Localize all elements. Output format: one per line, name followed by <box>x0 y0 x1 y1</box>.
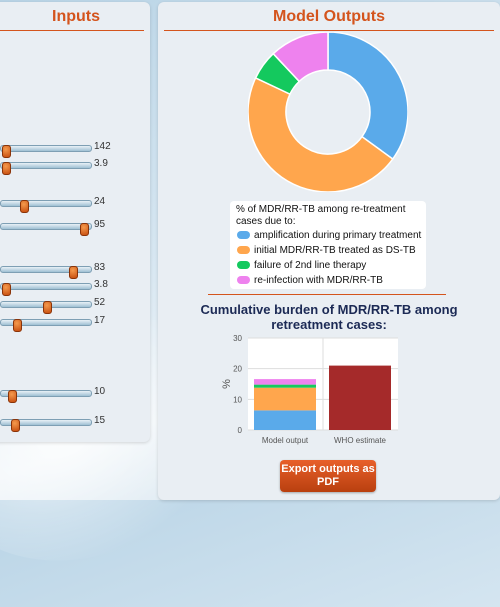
legend-swatch <box>237 261 250 269</box>
slider-handle[interactable] <box>2 162 12 175</box>
slider-handle[interactable] <box>7 390 17 403</box>
slider-track[interactable] <box>0 301 92 314</box>
y-axis-label: % <box>221 379 233 389</box>
slider-handle[interactable] <box>1 283 11 296</box>
y-tick-label: 10 <box>233 395 242 404</box>
y-tick-label: 20 <box>233 365 242 374</box>
slider-value: 52 <box>94 297 106 308</box>
legend-swatch <box>237 246 250 254</box>
slider-track[interactable] <box>0 145 92 158</box>
outputs-panel: Model Outputs % of MDR/RR-TB among re-tr… <box>158 2 500 500</box>
slider-row[interactable]: 3.8 <box>0 279 152 296</box>
slider-handle[interactable] <box>42 301 52 314</box>
legend-item: failure of 2nd line therapy <box>230 258 426 273</box>
outputs-title-rule <box>164 30 494 31</box>
x-tick-label: WHO estimate <box>334 436 387 445</box>
slider-row[interactable]: 10 <box>0 386 152 403</box>
inputs-title: Inputs <box>52 8 100 25</box>
slider-row[interactable]: 142 <box>0 141 152 158</box>
slider-handle[interactable] <box>13 319 23 332</box>
slider-row[interactable]: 3.9 <box>0 158 152 175</box>
slider-value: 15 <box>94 415 106 426</box>
slider-handle[interactable] <box>1 145 11 158</box>
bar-segment <box>254 379 316 385</box>
bar-segment <box>254 387 316 411</box>
slider-value: 24 <box>94 196 106 207</box>
donut-chart <box>248 32 408 192</box>
legend-label: re-infection with MDR/RR-TB <box>254 275 383 286</box>
slider-track[interactable] <box>0 390 92 403</box>
slider-value: 142 <box>94 141 111 152</box>
slider-row[interactable]: 83 <box>0 262 152 279</box>
donut-slice <box>248 76 394 192</box>
slider-row[interactable]: 15 <box>0 415 152 432</box>
bar-segment <box>254 410 316 430</box>
y-tick-label: 0 <box>238 426 243 435</box>
legend-label: amplification during primary treatment <box>254 230 422 241</box>
slider-value: 3.8 <box>94 279 108 290</box>
donut-slice <box>272 32 329 83</box>
slider-track[interactable] <box>0 266 92 279</box>
bar-segment <box>329 365 391 430</box>
slider-value: 95 <box>94 219 106 230</box>
slider-track[interactable] <box>0 162 92 175</box>
export-pdf-button[interactable]: Export outputs as PDF <box>280 460 376 492</box>
slider-value: 10 <box>94 386 106 397</box>
legend-item: re-infection with MDR/RR-TB <box>230 273 426 288</box>
slider-track[interactable] <box>0 200 92 213</box>
slider-row[interactable]: 24 <box>0 196 152 213</box>
donut-slice <box>327 32 408 161</box>
x-tick-label: Model output <box>262 436 309 445</box>
legend-label: initial MDR/RR-TB treated as DS-TB <box>254 245 416 256</box>
outputs-title: Model Outputs <box>273 8 385 25</box>
slider-value: 3.9 <box>94 158 108 169</box>
legend-swatch <box>237 231 250 239</box>
slider-row[interactable]: 17 <box>0 315 152 332</box>
slider-handle[interactable] <box>19 200 29 213</box>
y-tick-label: 30 <box>233 334 242 343</box>
donut-legend: % of MDR/RR-TB among re-treatment cases … <box>230 201 426 289</box>
slider-track[interactable] <box>0 223 92 236</box>
slider-track[interactable] <box>0 283 92 296</box>
slider-value: 83 <box>94 262 106 273</box>
legend-title: % of MDR/RR-TB among re-treatment cases … <box>236 204 406 227</box>
slider-track[interactable] <box>0 419 92 432</box>
burden-chart-title: Cumulative burden of MDR/RR-TB among ret… <box>200 302 458 332</box>
legend-item: initial MDR/RR-TB treated as DS-TB <box>230 243 426 258</box>
slider-value: 17 <box>94 315 106 326</box>
slider-row[interactable]: 95 <box>0 219 152 236</box>
slider-track[interactable] <box>0 319 92 332</box>
legend-item: amplification during primary treatment <box>230 228 426 243</box>
bar-segment <box>254 384 316 388</box>
inputs-panel: Inputs 142 3.9 24 95 83 3.8 52 17 : 10 /… <box>0 2 150 442</box>
slider-handle[interactable] <box>79 223 89 236</box>
inputs-title-rule <box>0 30 144 31</box>
slider-row[interactable]: 52 <box>0 297 152 314</box>
slider-handle[interactable] <box>69 266 78 279</box>
section-divider <box>208 294 446 295</box>
burden-bar-chart: 0 10 20 30% Model output WHO estimate <box>221 334 398 445</box>
legend-label: failure of 2nd line therapy <box>254 260 367 271</box>
legend-swatch <box>237 276 250 284</box>
slider-handle[interactable] <box>10 419 20 432</box>
